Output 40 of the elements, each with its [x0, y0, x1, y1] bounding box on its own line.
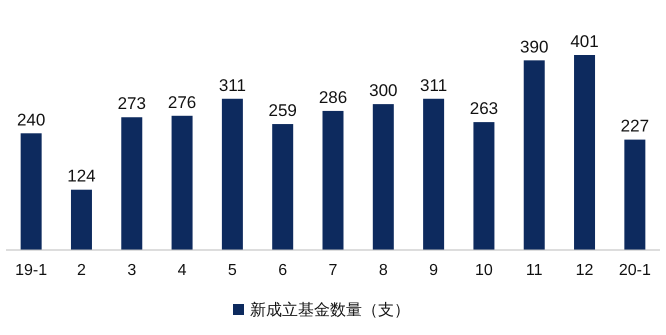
- data-label: 273: [118, 94, 146, 114]
- data-label: 286: [318, 88, 348, 107]
- x-tick-label: 3: [127, 262, 136, 279]
- data-label: 300: [369, 81, 398, 100]
- x-tick-label: 2: [77, 262, 86, 279]
- legend-label: 新成立基金数量（支）: [250, 301, 410, 319]
- bar: [272, 124, 294, 250]
- data-label: 227: [620, 116, 650, 136]
- x-tick-label: 11: [526, 262, 543, 279]
- bar: [624, 140, 646, 250]
- x-tick-label: 8: [378, 262, 388, 279]
- data-label: 263: [470, 99, 498, 118]
- bar: [574, 55, 596, 250]
- bar: [222, 98, 243, 250]
- data-label: 259: [268, 101, 297, 120]
- x-tick-label: 12: [576, 262, 594, 279]
- bar: [473, 122, 494, 250]
- x-tick-label: 5: [228, 262, 237, 279]
- bar: [524, 60, 545, 250]
- x-tick-label: 9: [429, 262, 438, 279]
- data-label: 311: [218, 76, 246, 95]
- bar: [20, 133, 42, 250]
- data-label: 311: [420, 76, 448, 95]
- x-tick-label: 7: [328, 262, 338, 279]
- x-tick-label: 19-1: [15, 262, 48, 279]
- bar: [423, 98, 444, 250]
- data-label: 124: [67, 166, 96, 186]
- bar: [172, 116, 193, 250]
- data-label: 276: [168, 92, 196, 112]
- x-tick-label: 6: [278, 262, 288, 279]
- bar: [70, 190, 92, 250]
- bar: [322, 110, 344, 250]
- data-label: 390: [520, 37, 548, 56]
- data-label: 401: [570, 32, 599, 51]
- x-tick-label: 20-1: [618, 262, 651, 279]
- bar: [372, 104, 394, 250]
- bar: [121, 117, 142, 250]
- x-tick-label: 4: [178, 262, 187, 279]
- x-tick-label: 10: [475, 262, 493, 279]
- data-label: 240: [16, 110, 46, 130]
